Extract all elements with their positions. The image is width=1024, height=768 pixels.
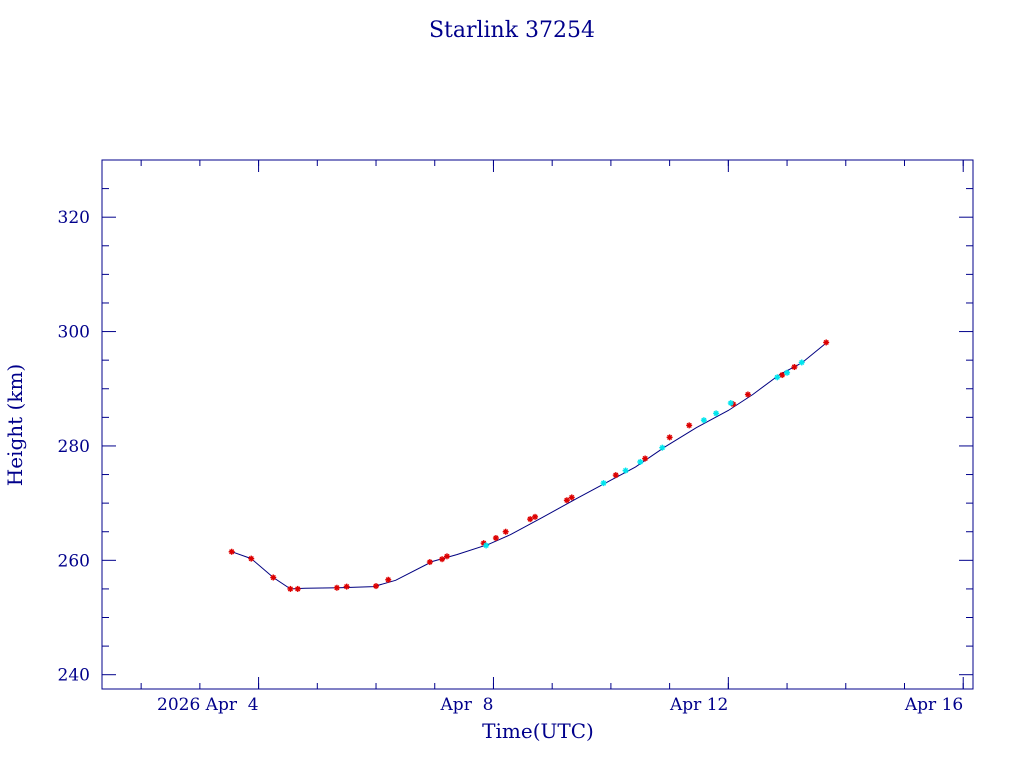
y-tick-labels: 240 260 280 300 320 — [58, 208, 90, 686]
data-point — [426, 559, 433, 566]
y-tick-label: 240 — [58, 666, 90, 686]
x-tick-label: Apr 16 — [904, 695, 963, 715]
data-point — [563, 497, 570, 504]
data-point — [784, 369, 791, 376]
data-point — [727, 400, 734, 407]
plot-frame — [101, 159, 974, 690]
data-point — [686, 422, 693, 429]
data-point — [492, 535, 499, 542]
x-tick-labels: 2026 Apr 4 Apr 8 Apr 12 Apr 16 — [157, 695, 963, 715]
data-point — [823, 339, 830, 346]
y-tick-label: 320 — [58, 208, 90, 228]
data-point — [612, 472, 619, 479]
y-tick-label: 280 — [58, 437, 90, 457]
x-axis-label: Time(UTC) — [482, 719, 594, 743]
data-point — [483, 542, 490, 549]
data-point — [228, 548, 235, 555]
data-point — [248, 555, 255, 562]
y-tick-label: 260 — [58, 551, 90, 571]
data-point — [270, 574, 277, 581]
y-axis-label: Height (km) — [3, 364, 27, 486]
x-tick-label: Apr 12 — [669, 695, 728, 715]
data-point — [502, 528, 509, 535]
data-point — [713, 410, 720, 417]
y-tick-label: 300 — [58, 323, 90, 343]
data-point — [622, 467, 629, 474]
x-tick-label: Apr 8 — [440, 695, 494, 715]
data-point — [385, 576, 392, 583]
x-tick-label: 2026 Apr 4 — [157, 695, 259, 715]
data-point — [637, 458, 644, 465]
data-point — [791, 364, 798, 371]
data-point — [744, 391, 751, 398]
data-point — [798, 359, 805, 366]
data-markers — [228, 339, 830, 592]
data-point — [532, 513, 539, 520]
data-point — [373, 583, 380, 590]
data-point — [700, 417, 707, 424]
data-point — [333, 584, 340, 591]
data-point — [343, 583, 350, 590]
data-point — [568, 494, 575, 501]
data-point — [666, 434, 673, 441]
data-point — [294, 585, 301, 592]
data-point — [527, 516, 534, 523]
data-point — [439, 556, 446, 563]
axis-ticks — [102, 159, 973, 689]
data-point — [659, 444, 666, 451]
data-point — [287, 585, 294, 592]
data-point — [443, 553, 450, 560]
data-point — [600, 480, 607, 487]
data-point — [774, 374, 781, 381]
data-point — [642, 455, 649, 462]
chart-title: Starlink 37254 — [429, 18, 595, 43]
data-point — [779, 372, 786, 379]
